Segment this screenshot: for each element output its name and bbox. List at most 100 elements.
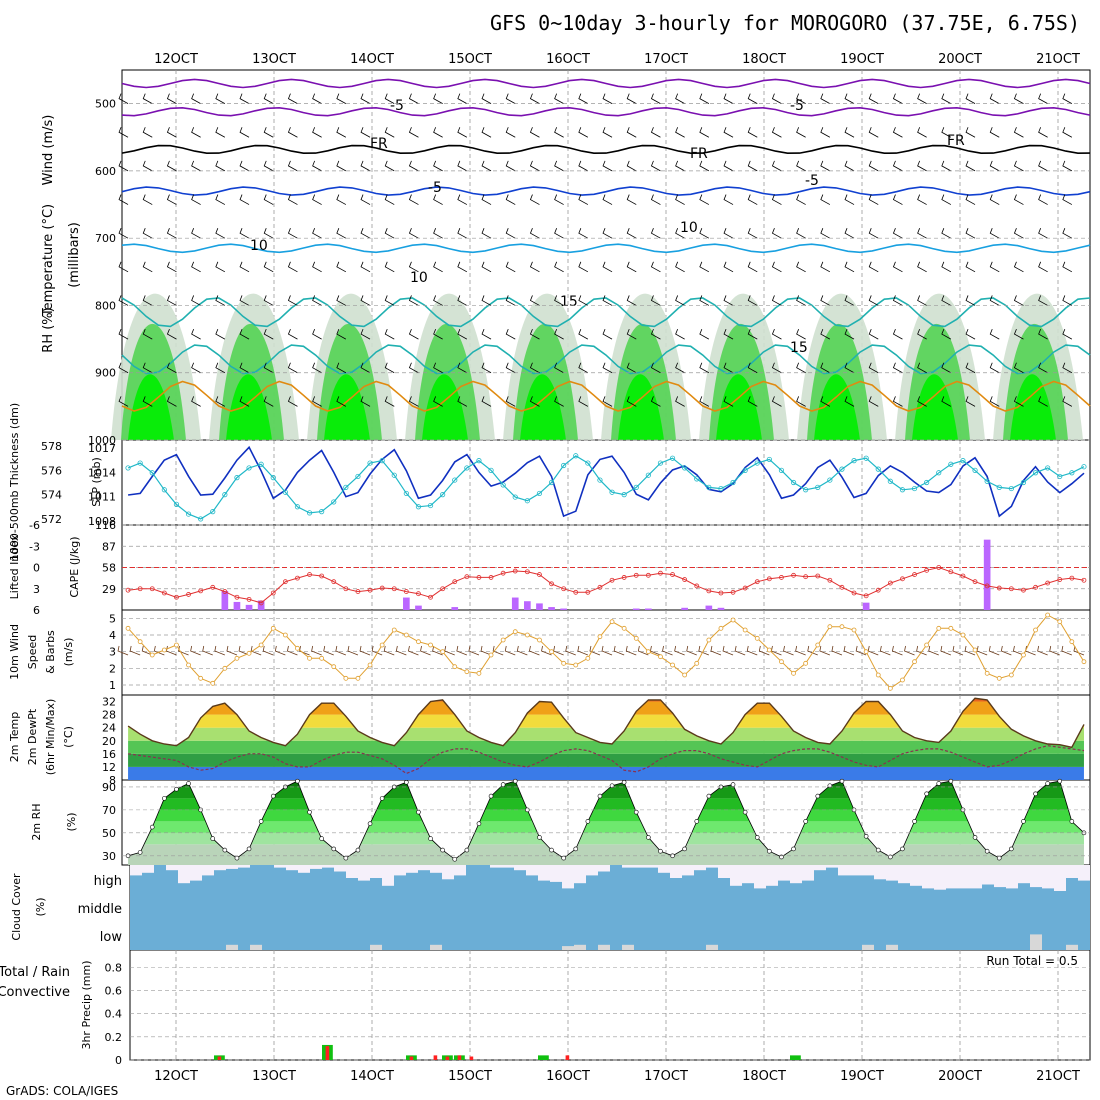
- y-tick-label: 1014: [88, 466, 116, 479]
- rh-point: [730, 782, 736, 787]
- wind-barb: [1062, 261, 1073, 273]
- cape-bar: [705, 605, 713, 610]
- thickness-point: [972, 467, 978, 473]
- wind-barb: [481, 228, 492, 239]
- thickness-point: [500, 482, 506, 488]
- wind-barb: [578, 261, 589, 273]
- wind-barb: [312, 261, 322, 273]
- wind-barb: [263, 362, 274, 374]
- rh-point: [1069, 819, 1075, 824]
- wind-speed-point: [174, 642, 179, 648]
- thickness-point: [694, 476, 700, 482]
- y-axis-label: & Barbs: [44, 630, 57, 674]
- wind-barb: [554, 93, 564, 104]
- cloud-high-bar: [286, 865, 298, 871]
- cloud-high-bar: [370, 865, 382, 878]
- wind-speed-point: [1033, 627, 1038, 633]
- wind-barb: [820, 396, 831, 407]
- wind-speed-point: [452, 664, 458, 670]
- wind-barb-10m: [311, 645, 322, 656]
- lifted-index-point: [331, 579, 337, 585]
- cloud-high-bar: [706, 865, 718, 868]
- wind-speed-point: [597, 634, 603, 640]
- wind-barb: [747, 228, 758, 239]
- wind-barb: [650, 228, 661, 239]
- lifted-index-point: [706, 588, 712, 594]
- wind-barb-10m: [940, 645, 951, 656]
- wind-barb: [191, 160, 201, 172]
- wind-barb: [554, 328, 564, 340]
- cloud-low-bar: [430, 944, 442, 950]
- wind-barb: [844, 194, 855, 205]
- wind-barb: [844, 93, 855, 104]
- temp-band: [128, 701, 1085, 715]
- wind-barb: [360, 93, 371, 104]
- wind-barb: [796, 362, 806, 374]
- wind-barb: [917, 160, 927, 172]
- x-tick-label-bottom: 20OCT: [938, 1069, 982, 1084]
- wind-barb-10m: [553, 645, 564, 656]
- wind-barb: [675, 362, 685, 374]
- wind-barb: [747, 194, 758, 205]
- thickness-point: [863, 455, 869, 461]
- thickness-point: [887, 478, 893, 484]
- lifted-index-point: [258, 600, 264, 606]
- wind-barb: [723, 261, 734, 273]
- wind-barb: [965, 396, 976, 407]
- thickness-point: [718, 485, 724, 492]
- wind-barb: [578, 295, 589, 306]
- thickness-point: [222, 492, 228, 498]
- wind-barb: [239, 93, 250, 104]
- wind-barb: [917, 261, 927, 273]
- thickness-point: [754, 460, 760, 466]
- wind-speed-point: [282, 632, 288, 638]
- wind-barb: [675, 261, 685, 273]
- thickness-point: [1069, 470, 1075, 476]
- y-tick-label: 4: [109, 629, 116, 642]
- wind-barb: [650, 328, 661, 340]
- wind-barb: [650, 261, 661, 273]
- thickness-point: [597, 477, 603, 483]
- lifted-index-point: [658, 570, 663, 576]
- wind-barb: [287, 261, 298, 273]
- wind-barb: [360, 261, 371, 273]
- wind-barb: [892, 328, 903, 340]
- wind-speed-point: [367, 662, 373, 668]
- wind-barb: [989, 127, 1000, 138]
- wind-barb: [917, 93, 927, 104]
- wind-barb: [166, 261, 177, 273]
- wind-barb: [433, 362, 443, 374]
- cloud-high-bar: [898, 865, 910, 884]
- wind-barb: [336, 194, 347, 205]
- cloud-high-bar: [1030, 865, 1042, 888]
- wind-speed-point: [403, 632, 409, 638]
- wind-barb: [965, 228, 976, 239]
- y-tick-label: 12: [102, 761, 116, 774]
- wind-barb: [699, 228, 710, 239]
- wind-barb: [771, 295, 782, 306]
- cape-bar: [511, 597, 519, 610]
- y-tick-label: -6: [29, 519, 40, 532]
- cloud-high-bar: [178, 865, 190, 884]
- lifted-index-point: [476, 575, 482, 580]
- wind-speed-point: [960, 632, 966, 638]
- wind-speed-point: [851, 627, 857, 633]
- wind-barb: [1038, 396, 1048, 407]
- wind-barb: [215, 194, 226, 205]
- wind-speed-point: [972, 647, 978, 653]
- contour-label: -5: [790, 98, 804, 114]
- cloud-high-bar: [910, 865, 922, 886]
- wind-barb: [917, 396, 927, 407]
- wind-barb: [868, 194, 879, 205]
- y-tick-label: 87: [102, 540, 116, 553]
- wind-speed-line: [127, 614, 1085, 689]
- lifted-index-point: [246, 596, 252, 602]
- wind-barb-10m: [335, 645, 346, 656]
- wind-barb: [699, 194, 710, 205]
- wind-barb: [1038, 261, 1048, 273]
- wind-speed-point: [440, 649, 446, 655]
- lifted-index-point: [718, 590, 724, 596]
- rh-point: [1057, 778, 1063, 784]
- lifted-index-point: [912, 572, 917, 577]
- wind-barb: [142, 93, 153, 104]
